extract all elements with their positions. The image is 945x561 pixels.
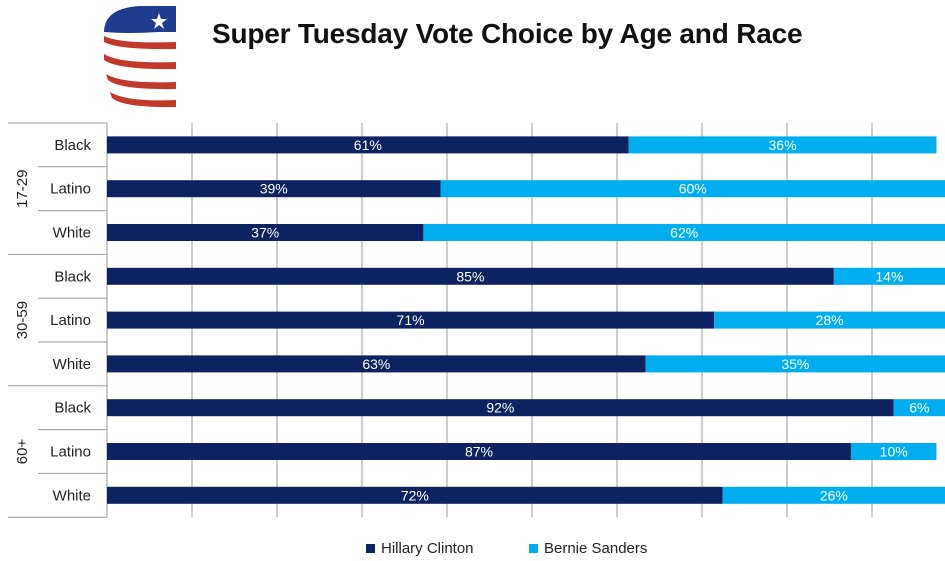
bar-clinton [107,443,851,460]
data-label-clinton: 72% [401,487,429,503]
data-label-clinton: 39% [260,181,288,197]
bar-sanders [440,180,945,198]
category-label: Black [54,268,91,285]
bar-clinton [107,180,441,198]
category-label: Latino [50,312,91,329]
group-label: 60+ [14,439,31,465]
group-label: 30-59 [14,301,31,339]
data-label-sanders: 10% [880,444,908,460]
bar-clinton [107,267,834,285]
legend-item-clinton: Hillary Clinton [366,540,474,557]
group-label: 17-29 [14,170,31,208]
legend-swatch-clinton [366,544,375,553]
category-label: White [53,487,91,504]
data-label-sanders: 26% [820,487,848,503]
data-label-sanders: 14% [875,268,903,284]
bar-clinton [107,399,894,417]
category-label: Black [54,400,91,417]
bar-clinton [107,224,424,241]
data-label-sanders: 28% [816,312,844,328]
data-label-clinton: 87% [465,444,493,460]
bar-sanders [645,355,945,373]
data-label-clinton: 92% [486,400,514,416]
legend-swatch-sanders [529,544,538,553]
logo-icon [104,6,176,108]
data-label-clinton: 85% [456,268,484,284]
data-label-sanders: 62% [670,225,698,241]
data-label-clinton: 71% [397,312,425,328]
bar-clinton [107,311,715,329]
legend-label-sanders: Bernie Sanders [544,540,648,557]
category-label: Black [54,137,91,154]
category-label: Latino [50,181,91,198]
data-label-sanders: 35% [781,356,809,372]
category-label: White [53,356,91,373]
bar-sanders [850,443,937,460]
category-label: Latino [50,444,91,461]
chart-title: Super Tuesday Vote Choice by Age and Rac… [212,18,803,49]
bar-sanders [722,486,945,504]
bar-sanders [714,311,945,329]
bar-clinton [107,355,646,373]
bar-sanders [628,136,937,154]
data-label-sanders: 6% [909,400,929,416]
legend-item-sanders: Bernie Sanders [529,540,647,557]
bar-sanders [833,267,945,285]
legend-label-clinton: Hillary Clinton [381,540,474,557]
bar-sanders [423,224,945,241]
data-label-clinton: 37% [251,225,279,241]
data-label-clinton: 61% [354,137,382,153]
category-label: White [53,225,91,242]
data-label-clinton: 63% [362,356,390,372]
bar-clinton [107,486,723,504]
data-label-sanders: 60% [679,181,707,197]
bar-clinton [107,136,629,154]
data-label-sanders: 36% [769,137,797,153]
bar-sanders [893,399,945,417]
